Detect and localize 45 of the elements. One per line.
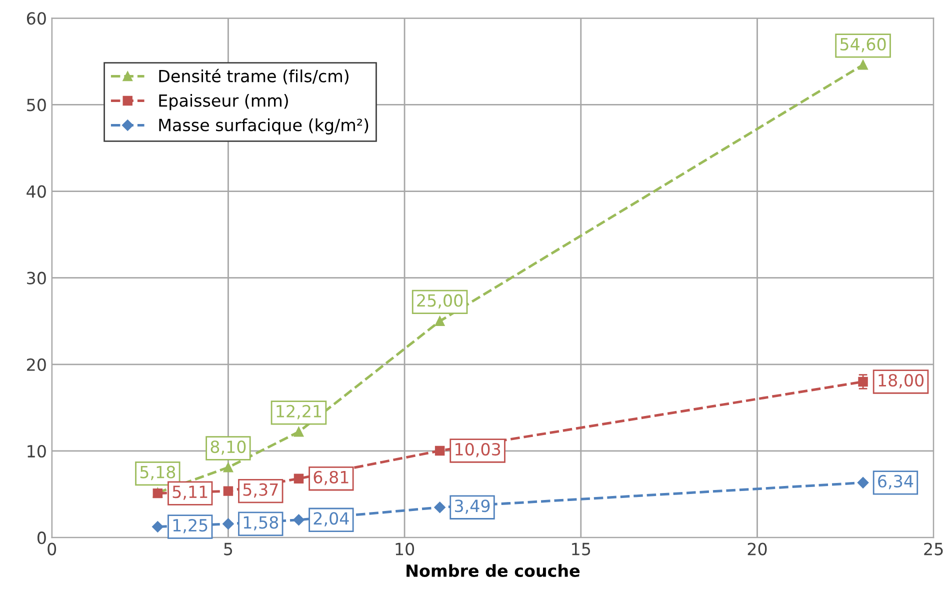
point — [434, 446, 445, 456]
point — [434, 316, 445, 326]
x-tick-label: 5 — [224, 542, 232, 556]
data-label: 1,58 — [244, 516, 278, 530]
data-label: 25,00 — [417, 294, 463, 308]
point — [294, 474, 304, 484]
data-label: 1,25 — [173, 518, 208, 534]
x-tick-label: 15 — [572, 542, 590, 556]
legend-label: Epaisseur (mm) — [159, 94, 288, 110]
data-label: 8,10 — [210, 440, 246, 455]
point — [152, 521, 164, 532]
y-tick-label: 50 — [27, 98, 46, 112]
point — [294, 426, 304, 437]
point — [434, 502, 446, 513]
data-label: 6,81 — [314, 470, 348, 486]
y-tick-label: 60 — [26, 12, 46, 25]
point — [222, 518, 234, 530]
point — [223, 462, 234, 472]
x-tick-label: 0 — [48, 542, 56, 556]
y-tick-label: 40 — [26, 185, 46, 198]
x-axis-title: Nombre de couche — [406, 564, 580, 578]
y-tick-label: 10 — [28, 444, 46, 458]
data-label: 6,34 — [878, 474, 914, 490]
x-tick-label: 25 — [924, 542, 943, 556]
data-label: 2,04 — [314, 512, 349, 526]
point — [223, 486, 234, 496]
data-label: 5,18 — [140, 466, 176, 480]
y-tick-label: 30 — [27, 272, 46, 284]
legend-label: Masse surfacique (kg/m²) — [159, 118, 368, 135]
point — [293, 514, 304, 526]
data-label: 5,11 — [172, 486, 208, 500]
point — [857, 477, 869, 488]
y-tick-label: 0 — [38, 532, 46, 544]
y-tick-label: 20 — [27, 358, 46, 371]
data-label: 12,21 — [276, 404, 322, 420]
data-label: 3,49 — [454, 500, 490, 514]
x-tick-label: 20 — [748, 542, 767, 556]
point — [858, 376, 868, 387]
data-label: 18,00 — [878, 374, 924, 388]
legend-label: Densité trame (fils/cm) — [159, 68, 348, 84]
x-tick-label: 10 — [396, 542, 414, 556]
data-label: 10,03 — [456, 442, 500, 458]
point — [858, 60, 868, 70]
data-label: 5,37 — [243, 483, 278, 498]
data-label: 54,60 — [840, 38, 886, 52]
